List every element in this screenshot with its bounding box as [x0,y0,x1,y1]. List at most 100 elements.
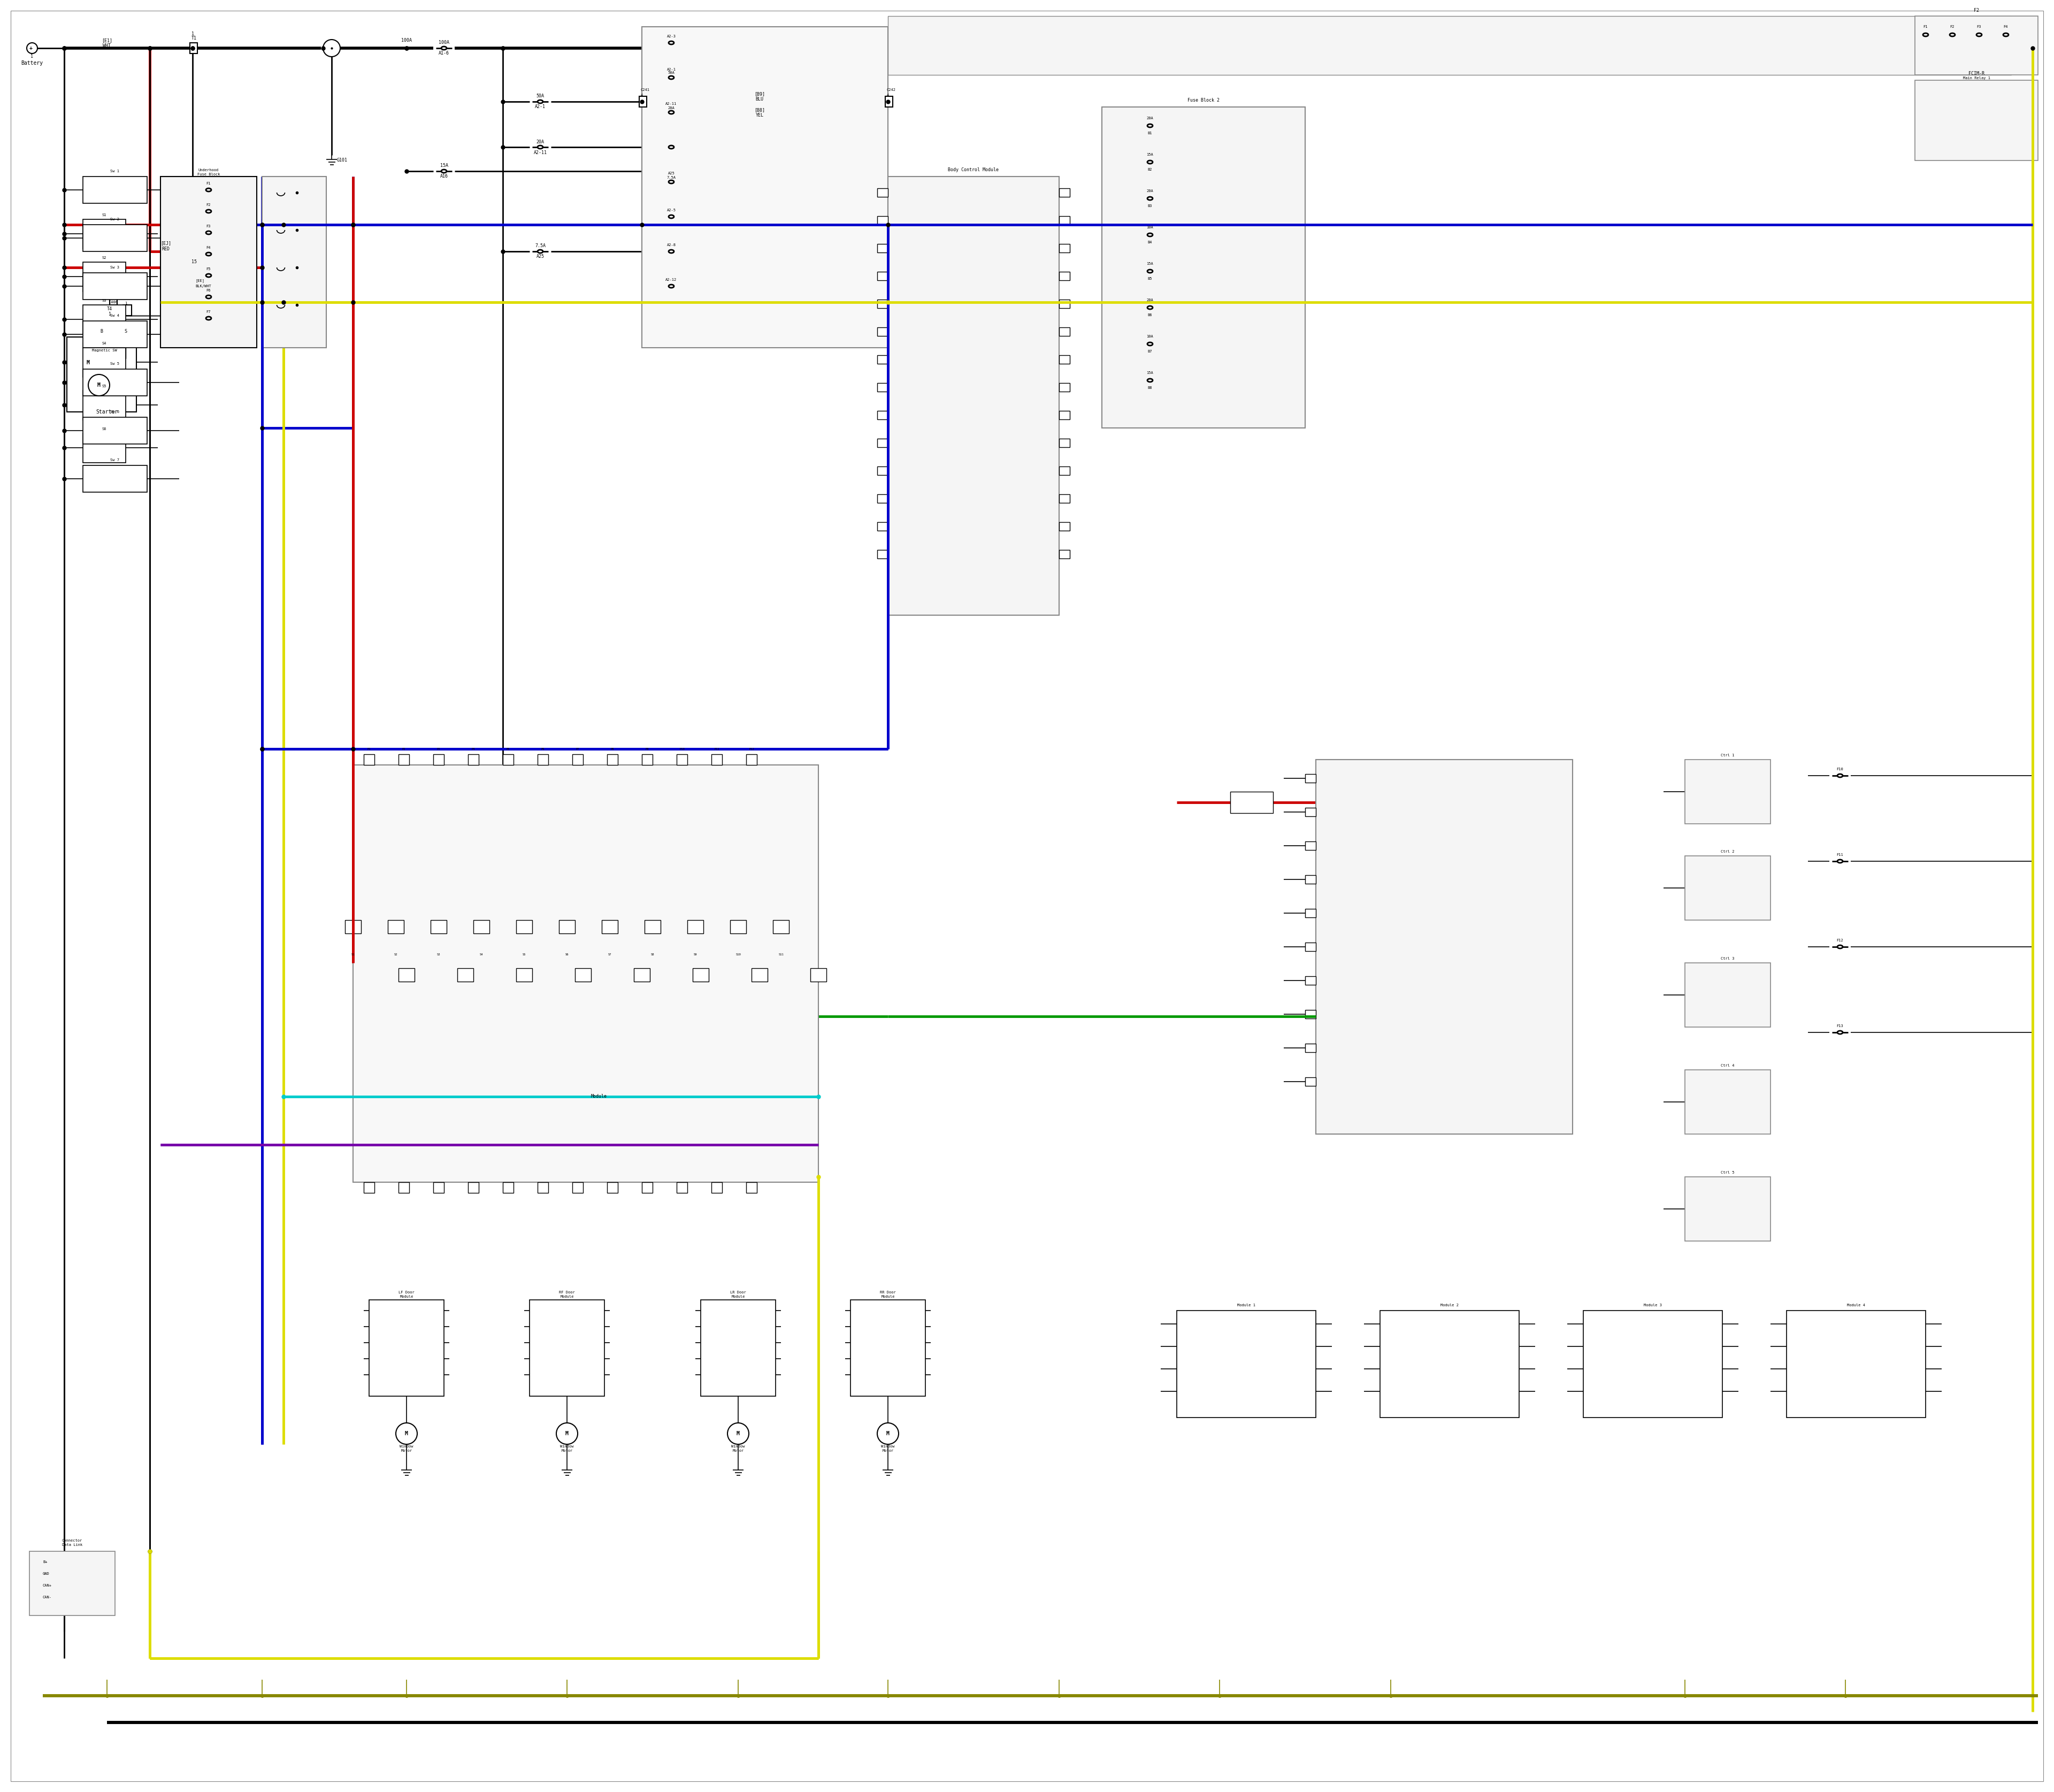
Text: Data Link: Data Link [62,1543,82,1546]
Bar [1060,495,1070,504]
Bar [559,919,575,934]
Text: B8: B8 [1148,387,1152,389]
Bar [887,177,1060,615]
Text: S11: S11 [778,953,783,957]
Bar [1304,977,1317,986]
Text: A2-5: A2-5 [668,208,676,211]
Bar [538,1183,548,1193]
Circle shape [727,1423,750,1444]
Text: Window
Motor: Window Motor [731,1444,746,1452]
Text: F12: F12 [1836,939,1842,943]
Bar [1317,760,1573,1134]
Text: A2-12: A2-12 [665,278,678,281]
Text: P8: P8 [610,747,614,751]
Bar [1684,1177,1771,1242]
Bar [1304,842,1317,849]
Bar [364,754,374,765]
Text: BLU: BLU [756,97,764,102]
Text: C241: C241 [641,88,649,91]
Bar [645,919,661,934]
Text: A2-11
20A: A2-11 20A [665,102,678,109]
Text: M: M [405,1432,409,1435]
Text: 1: 1 [191,32,195,36]
Text: A2-3: A2-3 [668,34,676,38]
Text: RF Door
Module: RF Door Module [559,1290,575,1297]
Text: [B9]: [B9] [754,91,764,97]
Bar [772,919,789,934]
Bar [530,1299,604,1396]
Text: A2-1: A2-1 [534,104,546,109]
Text: S3: S3 [103,299,107,303]
Bar [1060,439,1070,448]
Bar [676,1183,688,1193]
Bar [68,337,136,412]
Bar [123,305,131,315]
Bar [877,272,887,280]
Text: P7: P7 [575,747,579,751]
Text: S8: S8 [651,953,655,957]
Text: 10A: 10A [1146,335,1154,339]
Text: B4: B4 [1148,240,1152,244]
Bar [729,919,746,934]
Bar [82,466,148,493]
Bar [538,754,548,765]
Bar [388,919,405,934]
Bar [82,418,148,444]
Bar [1684,1070,1771,1134]
Text: F6: F6 [205,289,212,292]
Text: Module: Module [592,1095,608,1098]
Bar [398,754,409,765]
Text: 15A: 15A [1146,262,1154,265]
Bar [746,754,756,765]
Text: F2: F2 [205,202,212,206]
Text: M: M [86,360,90,366]
Text: 7.5A: 7.5A [534,244,546,249]
Text: 15A: 15A [1146,152,1154,156]
Text: A1-6: A1-6 [440,52,450,56]
Bar [641,754,653,765]
Bar [746,1183,756,1193]
Text: F2: F2 [1974,9,1980,13]
Bar [1230,792,1273,814]
Text: Ctrl 2: Ctrl 2 [1721,849,1734,853]
Text: B: B [101,330,103,333]
Bar [608,1183,618,1193]
Text: S4: S4 [103,342,107,346]
Text: 1: 1 [109,312,111,317]
Bar [433,1183,444,1193]
Text: F13: F13 [1836,1025,1842,1027]
Text: 1: 1 [31,54,33,59]
Text: F3: F3 [1976,25,1982,29]
Text: Sw 7: Sw 7 [111,459,119,462]
Bar [877,495,887,504]
Text: Battery: Battery [21,61,43,66]
Text: Ctrl 3: Ctrl 3 [1721,957,1734,961]
Text: A2-8: A2-8 [668,244,676,247]
Bar [639,97,647,108]
Bar [1060,244,1070,253]
Text: S7: S7 [608,953,612,957]
Text: RR Door
Module: RR Door Module [879,1290,896,1297]
Bar [877,355,887,364]
Text: S6: S6 [565,953,569,957]
Bar [503,754,514,765]
Text: [EJ]: [EJ] [160,240,170,246]
Text: S2: S2 [103,256,107,260]
Bar [458,968,472,982]
Text: T4: T4 [107,306,113,312]
Bar [1304,1043,1317,1052]
Text: A2-11: A2-11 [534,151,546,154]
Bar [641,1183,653,1193]
Bar [82,369,148,396]
Bar [1060,355,1070,364]
Bar [811,968,826,982]
Text: Sw 5: Sw 5 [111,362,119,366]
Text: P5: P5 [507,747,509,751]
Bar [82,321,148,348]
Text: FCIM-R: FCIM-R [1968,72,1984,77]
Text: Sw 3: Sw 3 [111,265,119,269]
Text: Sw 6: Sw 6 [111,410,119,414]
Text: Underhood: Underhood [199,168,220,172]
Bar [29,1552,115,1615]
Text: 4: 4 [887,93,889,97]
